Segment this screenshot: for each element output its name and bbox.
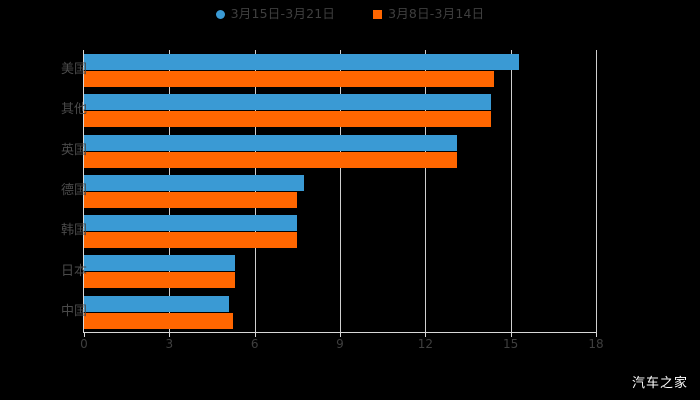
gridline (510, 50, 512, 332)
y-axis-category-label: 德国 (60, 183, 87, 198)
plot-area: 0 3 6 9 12 15 18 (80, 50, 604, 350)
x-tick-label: 12 (417, 337, 433, 351)
gridline (169, 50, 171, 332)
x-tick-label: 9 (336, 337, 344, 351)
bar-series-b[interactable] (84, 111, 491, 128)
bar-group (84, 251, 596, 291)
bar-group (84, 90, 596, 130)
x-tick-mark (425, 332, 427, 337)
y-axis-category-label: 日本 (60, 263, 87, 279)
bar-series-a[interactable] (84, 255, 235, 272)
x-tick-mark (254, 332, 256, 337)
bar-series-a[interactable] (84, 295, 230, 312)
bar-series-a[interactable] (84, 215, 298, 232)
bar-series-a[interactable] (84, 94, 491, 111)
bar-series-b[interactable] (84, 151, 457, 168)
legend-item-series-a[interactable]: 3月15日-3月21日 (215, 6, 336, 21)
x-tick-mark (510, 332, 512, 337)
gridline (596, 50, 597, 332)
bar-group (84, 171, 596, 211)
bar-series-a[interactable] (84, 134, 457, 151)
bar-group (84, 50, 596, 90)
x-tick-label: 18 (588, 337, 604, 351)
gridline (254, 50, 256, 332)
x-tick-mark (169, 332, 171, 337)
bar-series-b[interactable] (84, 191, 298, 208)
bar-group (84, 292, 596, 332)
square-marker-icon (373, 9, 383, 19)
bar-series-b[interactable] (84, 232, 298, 249)
bar-series-a[interactable] (84, 54, 520, 70)
y-axis-category-label: 英国 (60, 142, 87, 158)
bar-series-a[interactable] (84, 174, 305, 191)
gridline (425, 50, 427, 332)
bar-group (84, 131, 596, 171)
legend-label-series-b: 3月8日-3月14日 (388, 6, 485, 21)
y-axis-line (83, 50, 84, 332)
bar-series-b[interactable] (84, 312, 234, 329)
x-tick-mark (340, 332, 341, 337)
legend-item-series-b[interactable]: 3月8日-3月14日 (373, 6, 485, 21)
y-axis-category-label: 韩国 (60, 223, 87, 239)
legend-label-series-a: 3月15日-3月21日 (230, 6, 336, 21)
y-axis-category-label: 其他 (60, 102, 87, 118)
chart-legend: 3月15日-3月21日 3月8日-3月14日 (0, 6, 700, 21)
x-tick-label: 6 (250, 337, 259, 351)
gridline (340, 50, 341, 332)
circle-marker-icon (215, 9, 225, 19)
y-axis-category-label: 美国 (60, 62, 87, 78)
x-tick-mark (84, 332, 85, 337)
watermark: 汽车之家 (631, 376, 688, 391)
y-axis-category-label: 中国 (60, 303, 87, 319)
x-tick-mark (596, 332, 597, 337)
bar-series-b[interactable] (84, 272, 235, 289)
x-tick-label: 15 (503, 337, 519, 351)
x-tick-label: 0 (80, 337, 88, 351)
bar-series-b[interactable] (84, 71, 494, 87)
bar-group (84, 211, 596, 251)
x-tick-label: 3 (165, 337, 174, 351)
x-axis-line (83, 332, 596, 333)
